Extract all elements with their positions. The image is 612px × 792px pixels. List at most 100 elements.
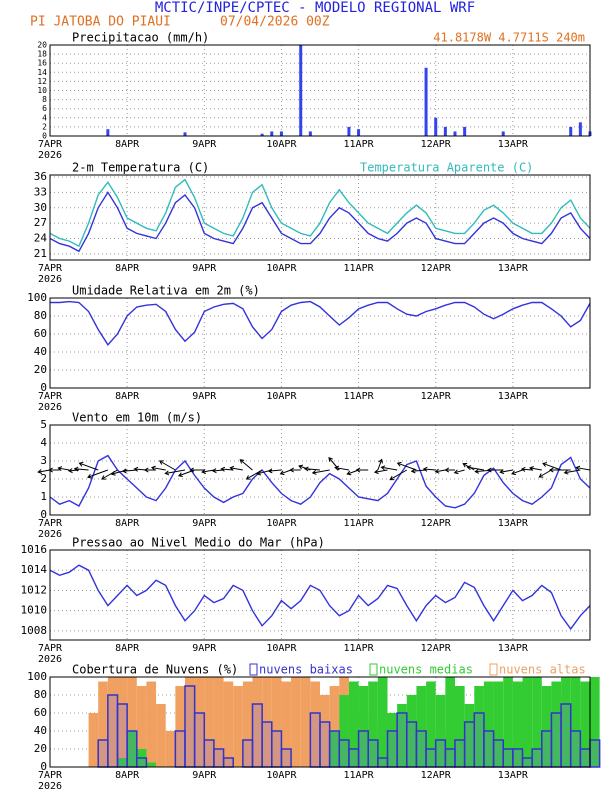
wind-arrow — [73, 466, 89, 472]
y-tick-label: 0 — [42, 132, 47, 141]
bar — [213, 677, 224, 767]
x-tick-label: 7APR — [38, 643, 63, 654]
plot-frame — [49, 424, 591, 516]
y-tick-label: 3 — [40, 454, 47, 467]
x-tick-label: 12APR — [421, 770, 452, 781]
bar — [280, 748, 292, 768]
bar — [502, 748, 514, 768]
y-tick-label: 100 — [27, 291, 47, 304]
bar — [367, 739, 379, 768]
bar — [165, 731, 176, 767]
wind-arrow — [289, 467, 301, 473]
bar — [426, 681, 436, 767]
y-tick-label: 18 — [37, 50, 47, 59]
x-tick-label: 12APR — [421, 518, 452, 529]
x-tick-label: 9APR — [192, 770, 217, 781]
y-tick-label: 21 — [34, 247, 47, 260]
bar — [368, 681, 378, 767]
chart-title: Pressao ao Nivel Medio do Mar (hPa) — [72, 536, 325, 550]
wind-arrow — [373, 469, 388, 475]
bar — [270, 131, 274, 136]
wind-arrow — [499, 469, 513, 475]
wind-arrow — [355, 467, 369, 473]
wind-arrow — [422, 466, 436, 472]
wind-arrow — [57, 466, 70, 472]
legend-label: Temperatura Aparente (C) — [360, 161, 533, 175]
bar — [116, 703, 128, 768]
wind-arrow — [575, 465, 591, 471]
wind-arrow — [538, 469, 552, 478]
x-year-label: 2026 — [38, 402, 62, 413]
x-tick-label: 9APR — [192, 391, 217, 402]
wind-arrow — [201, 469, 215, 474]
bar — [279, 131, 283, 136]
bar — [185, 677, 195, 767]
wind-arrow — [229, 465, 243, 471]
bar — [443, 126, 447, 136]
bar — [175, 686, 185, 767]
bar — [550, 712, 562, 768]
bar — [453, 131, 457, 136]
plot-frame — [49, 174, 591, 261]
plot-frame — [49, 44, 591, 137]
bar — [299, 45, 303, 136]
bar — [319, 721, 331, 768]
wind-arrow — [267, 468, 282, 474]
y-tick-label: 100 — [27, 670, 47, 683]
bar — [483, 730, 495, 768]
bar — [88, 713, 99, 767]
bar — [107, 677, 118, 767]
bar — [347, 126, 351, 136]
bar — [578, 122, 582, 136]
x-tick-label: 11APR — [344, 518, 375, 529]
bar — [252, 677, 263, 767]
bar — [590, 677, 600, 767]
bar — [445, 677, 455, 767]
y-tick-label: 80 — [34, 309, 47, 322]
x-tick-label: 9APR — [192, 263, 217, 274]
bar — [98, 681, 108, 767]
legend-label: nuvens baixas — [259, 663, 353, 677]
bar — [310, 681, 320, 767]
wind-arrow — [511, 469, 523, 476]
wind-arrow — [121, 468, 137, 474]
wind-arrow — [389, 469, 408, 481]
bar — [415, 730, 427, 768]
annotation: 41.8178W 4.7711S 240m — [433, 31, 585, 45]
bar — [512, 681, 523, 767]
bar — [193, 712, 206, 768]
x-year-label: 2026 — [38, 150, 62, 161]
location: PI JATOBA DO PIAUI — [30, 15, 171, 30]
y-tick-label: 0 — [40, 508, 47, 521]
y-tick-label: 16 — [37, 59, 47, 68]
wind-arrow — [87, 469, 109, 479]
x-tick-label: 8APR — [115, 643, 140, 654]
bar — [531, 748, 543, 768]
x-tick-label: 13APR — [498, 770, 529, 781]
bar — [569, 730, 582, 768]
x-tick-label: 9APR — [192, 139, 217, 150]
y-tick-label: 8 — [42, 95, 47, 104]
bar — [309, 712, 321, 768]
x-tick-label: 8APR — [115, 263, 140, 274]
x-tick-label: 11APR — [344, 263, 375, 274]
y-tick-label: 0 — [40, 760, 47, 773]
bar — [541, 730, 553, 768]
wind-arrow — [520, 466, 533, 472]
y-tick-label: 27 — [34, 216, 47, 229]
bar — [396, 712, 408, 768]
wind-arrow — [453, 469, 465, 475]
bar — [406, 695, 417, 767]
wind-arrow — [377, 458, 383, 471]
bar — [174, 730, 186, 768]
x-tick-label: 13APR — [498, 643, 529, 654]
wind-arrow — [346, 469, 359, 476]
bar — [386, 730, 398, 768]
bar — [222, 757, 234, 768]
x-year-label: 2026 — [38, 529, 62, 540]
x-tick-label: 9APR — [192, 518, 217, 529]
bar — [320, 695, 330, 767]
legend-label: 2-m Temperatura (C) — [72, 161, 209, 175]
y-tick-label: 40 — [34, 345, 47, 358]
